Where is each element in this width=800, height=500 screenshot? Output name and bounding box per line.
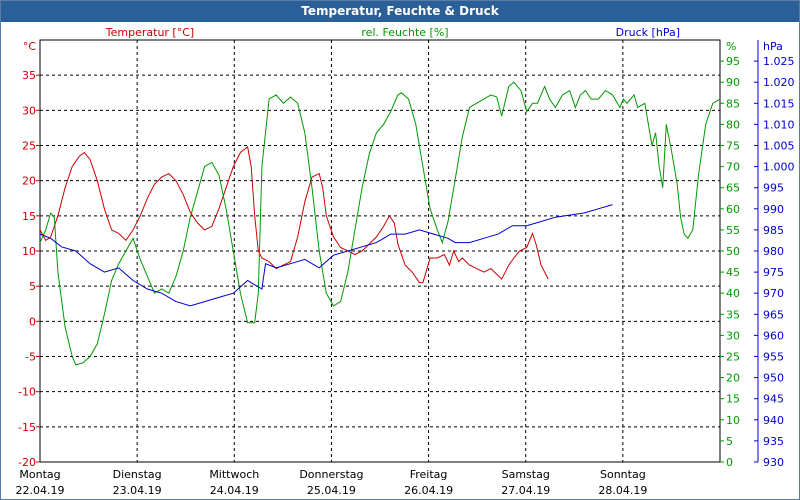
right2-tick-label: 970: [763, 287, 784, 300]
left-tick-label: -20: [18, 456, 36, 469]
right2-tick-label: 930: [763, 456, 784, 469]
x-day-label: Freitag: [410, 468, 448, 481]
left-tick-label: 5: [29, 280, 36, 293]
x-day-label: Donnerstag: [299, 468, 363, 481]
right2-tick-label: 950: [763, 372, 784, 385]
right1-tick-label: 5: [726, 435, 733, 448]
right1-axis-label: rel. Feuchte [%]: [361, 26, 448, 39]
right1-tick-label: 50: [726, 245, 740, 258]
right1-tick-label: 15: [726, 393, 740, 406]
right1-tick-label: 60: [726, 203, 740, 216]
right1-tick-label: 30: [726, 329, 740, 342]
chart-title: Temperatur, Feuchte & Druck: [1, 1, 799, 22]
right2-tick-label: 945: [763, 393, 784, 406]
right2-tick-label: 1.010: [763, 118, 795, 131]
left-axis-label: Temperatur [°C]: [105, 26, 194, 39]
right2-tick-label: 1.005: [763, 140, 795, 153]
left-tick-label: -15: [18, 421, 36, 434]
x-date-label: 23.04.19: [113, 484, 162, 497]
right2-tick-label: 1.020: [763, 76, 795, 89]
right2-tick-label: 940: [763, 414, 784, 427]
right1-tick-label: 10: [726, 414, 740, 427]
right1-tick-label: 55: [726, 224, 740, 237]
x-date-label: 28.04.19: [598, 484, 647, 497]
x-date-label: 26.04.19: [404, 484, 453, 497]
right1-tick-label: 95: [726, 55, 740, 68]
right2-tick-label: 935: [763, 435, 784, 448]
right2-tick-label: 985: [763, 224, 784, 237]
right2-tick-label: 995: [763, 182, 784, 195]
right1-tick-label: 90: [726, 76, 740, 89]
right1-tick-label: 80: [726, 118, 740, 131]
left-tick-label: 25: [22, 140, 36, 153]
right2-axis-label: Druck [hPa]: [616, 26, 680, 39]
right2-tick-label: 975: [763, 266, 784, 279]
right2-tick-label: 990: [763, 203, 784, 216]
series-line: [39, 145, 549, 284]
right2-tick-label: 965: [763, 308, 784, 321]
left-tick-label: 10: [22, 245, 36, 258]
x-date-label: 25.04.19: [307, 484, 356, 497]
series-line: [39, 204, 613, 307]
left-tick-label: 0: [29, 315, 36, 328]
x-date-label: 24.04.19: [210, 484, 259, 497]
x-date-label: 27.04.19: [501, 484, 550, 497]
right1-tick-label: 75: [726, 140, 740, 153]
right1-axis-unit: %: [726, 40, 736, 53]
left-tick-label: 35: [22, 69, 36, 82]
right1-tick-label: 20: [726, 372, 740, 385]
right2-tick-label: 1.000: [763, 161, 795, 174]
series-line: [39, 81, 721, 366]
right1-tick-label: 25: [726, 351, 740, 364]
left-tick-label: 15: [22, 210, 36, 223]
right1-tick-label: 40: [726, 287, 740, 300]
left-tick-label: -5: [25, 351, 36, 364]
left-tick-label: 20: [22, 175, 36, 188]
x-date-label: 22.04.19: [16, 484, 65, 497]
right2-axis-unit: hPa: [763, 40, 783, 53]
left-axis-unit: °C: [23, 40, 37, 53]
left-tick-label: -10: [18, 386, 36, 399]
right1-tick-label: 70: [726, 161, 740, 174]
right1-tick-label: 35: [726, 308, 740, 321]
right2-tick-label: 980: [763, 245, 784, 258]
left-tick-label: 30: [22, 104, 36, 117]
right2-tick-label: 955: [763, 351, 784, 364]
x-day-label: Sonntag: [600, 468, 646, 481]
x-day-label: Dienstag: [113, 468, 162, 481]
right2-tick-label: 1.025: [763, 55, 795, 68]
right1-tick-label: 45: [726, 266, 740, 279]
right2-tick-label: 1.015: [763, 97, 795, 110]
right1-tick-label: 85: [726, 97, 740, 110]
right1-tick-label: 65: [726, 182, 740, 195]
x-day-label: Mittwoch: [209, 468, 259, 481]
right2-tick-label: 960: [763, 329, 784, 342]
right1-tick-label: 0: [726, 456, 733, 469]
x-day-label: Samstag: [502, 468, 550, 481]
x-day-label: Montag: [19, 468, 60, 481]
